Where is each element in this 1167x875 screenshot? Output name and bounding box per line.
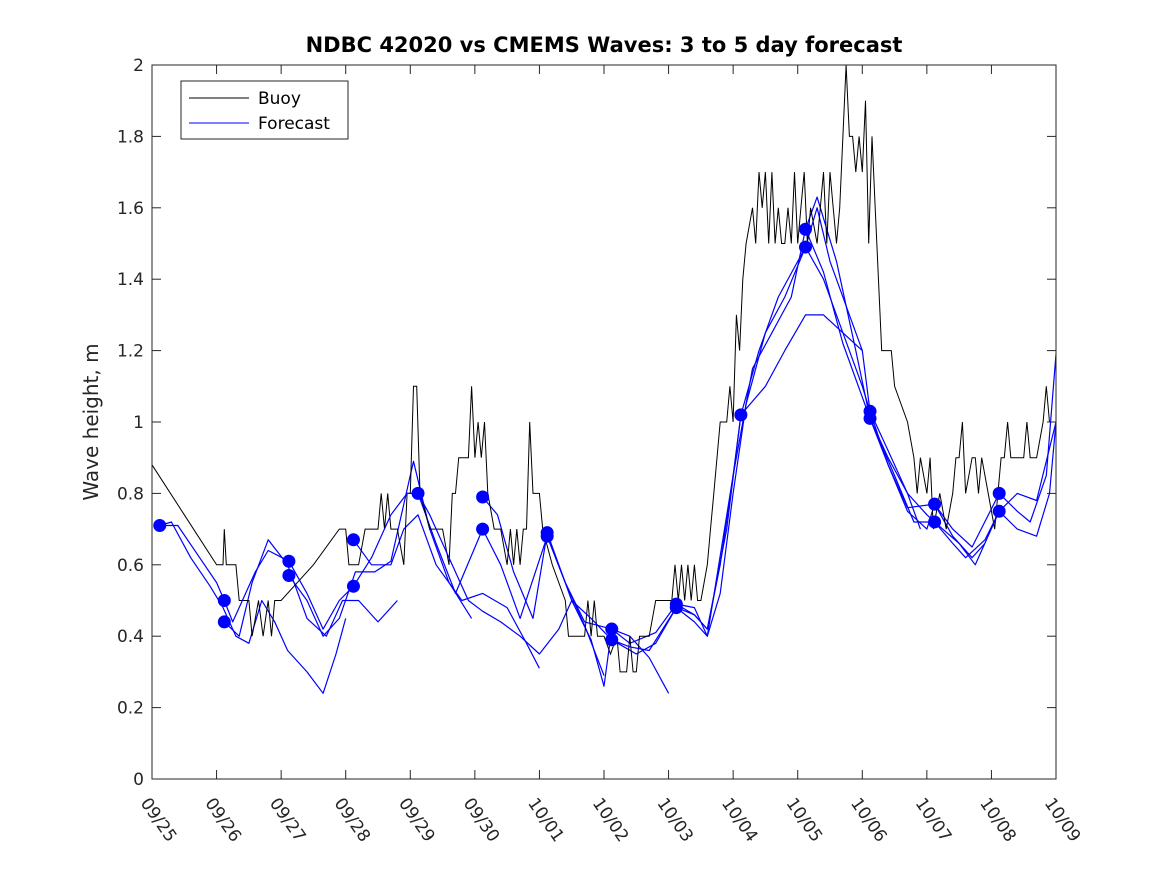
forecast-marker <box>476 490 490 504</box>
forecast-run-line <box>353 514 540 669</box>
series-layer <box>151 64 1057 694</box>
forecast-marker <box>346 533 360 547</box>
forecast-marker <box>411 486 425 500</box>
forecast-marker <box>928 515 942 529</box>
forecast-marker <box>863 411 877 425</box>
forecast-marker <box>992 504 1006 518</box>
plot-area <box>152 65 1056 779</box>
marker-layer <box>153 222 1006 647</box>
y-tick-label: 0.8 <box>117 484 144 504</box>
forecast-run-line <box>869 354 1057 548</box>
y-tick-label: 2 <box>133 56 144 76</box>
forecast-run-line <box>159 521 347 694</box>
forecast-marker <box>282 569 296 583</box>
y-tick-label: 1 <box>133 413 144 433</box>
y-tick-label: 0.2 <box>117 699 144 719</box>
chart-title: NDBC 42020 vs CMEMS Waves: 3 to 5 day fo… <box>306 33 903 57</box>
forecast-marker <box>798 222 812 236</box>
forecast-marker <box>346 579 360 593</box>
y-tick-label: 0.6 <box>117 556 144 576</box>
y-tick-label: 1.8 <box>117 127 144 147</box>
forecast-marker <box>605 633 619 647</box>
forecast-run-line <box>740 246 986 559</box>
y-tick-label: 1.2 <box>117 342 144 362</box>
forecast-marker <box>605 622 619 636</box>
forecast-marker <box>217 594 231 607</box>
y-tick-label: 0.4 <box>117 627 144 647</box>
y-tick-label: 0 <box>133 770 144 790</box>
forecast-marker <box>476 522 490 536</box>
legend: Buoy Forecast <box>180 80 349 140</box>
y-axis-label: Wave height, m <box>79 343 103 500</box>
forecast-marker <box>669 601 683 615</box>
forecast-run-line <box>288 460 473 637</box>
forecast-marker <box>540 529 554 543</box>
forecast-marker <box>734 408 748 422</box>
legend-box <box>180 80 349 140</box>
forecast-marker <box>928 497 942 511</box>
forecast-run-line <box>482 496 670 694</box>
forecast-run-line <box>804 228 1057 566</box>
y-tick-label: 1.4 <box>117 270 144 290</box>
forecast-marker <box>153 519 167 533</box>
y-tick-label: 1.6 <box>117 199 144 219</box>
forecast-marker <box>282 554 296 568</box>
legend-buoy-label: Buoy <box>258 89 301 109</box>
legend-forecast-label: Forecast <box>258 114 330 134</box>
forecast-marker <box>992 486 1006 500</box>
forecast-marker <box>217 615 231 629</box>
forecast-marker <box>798 240 812 254</box>
